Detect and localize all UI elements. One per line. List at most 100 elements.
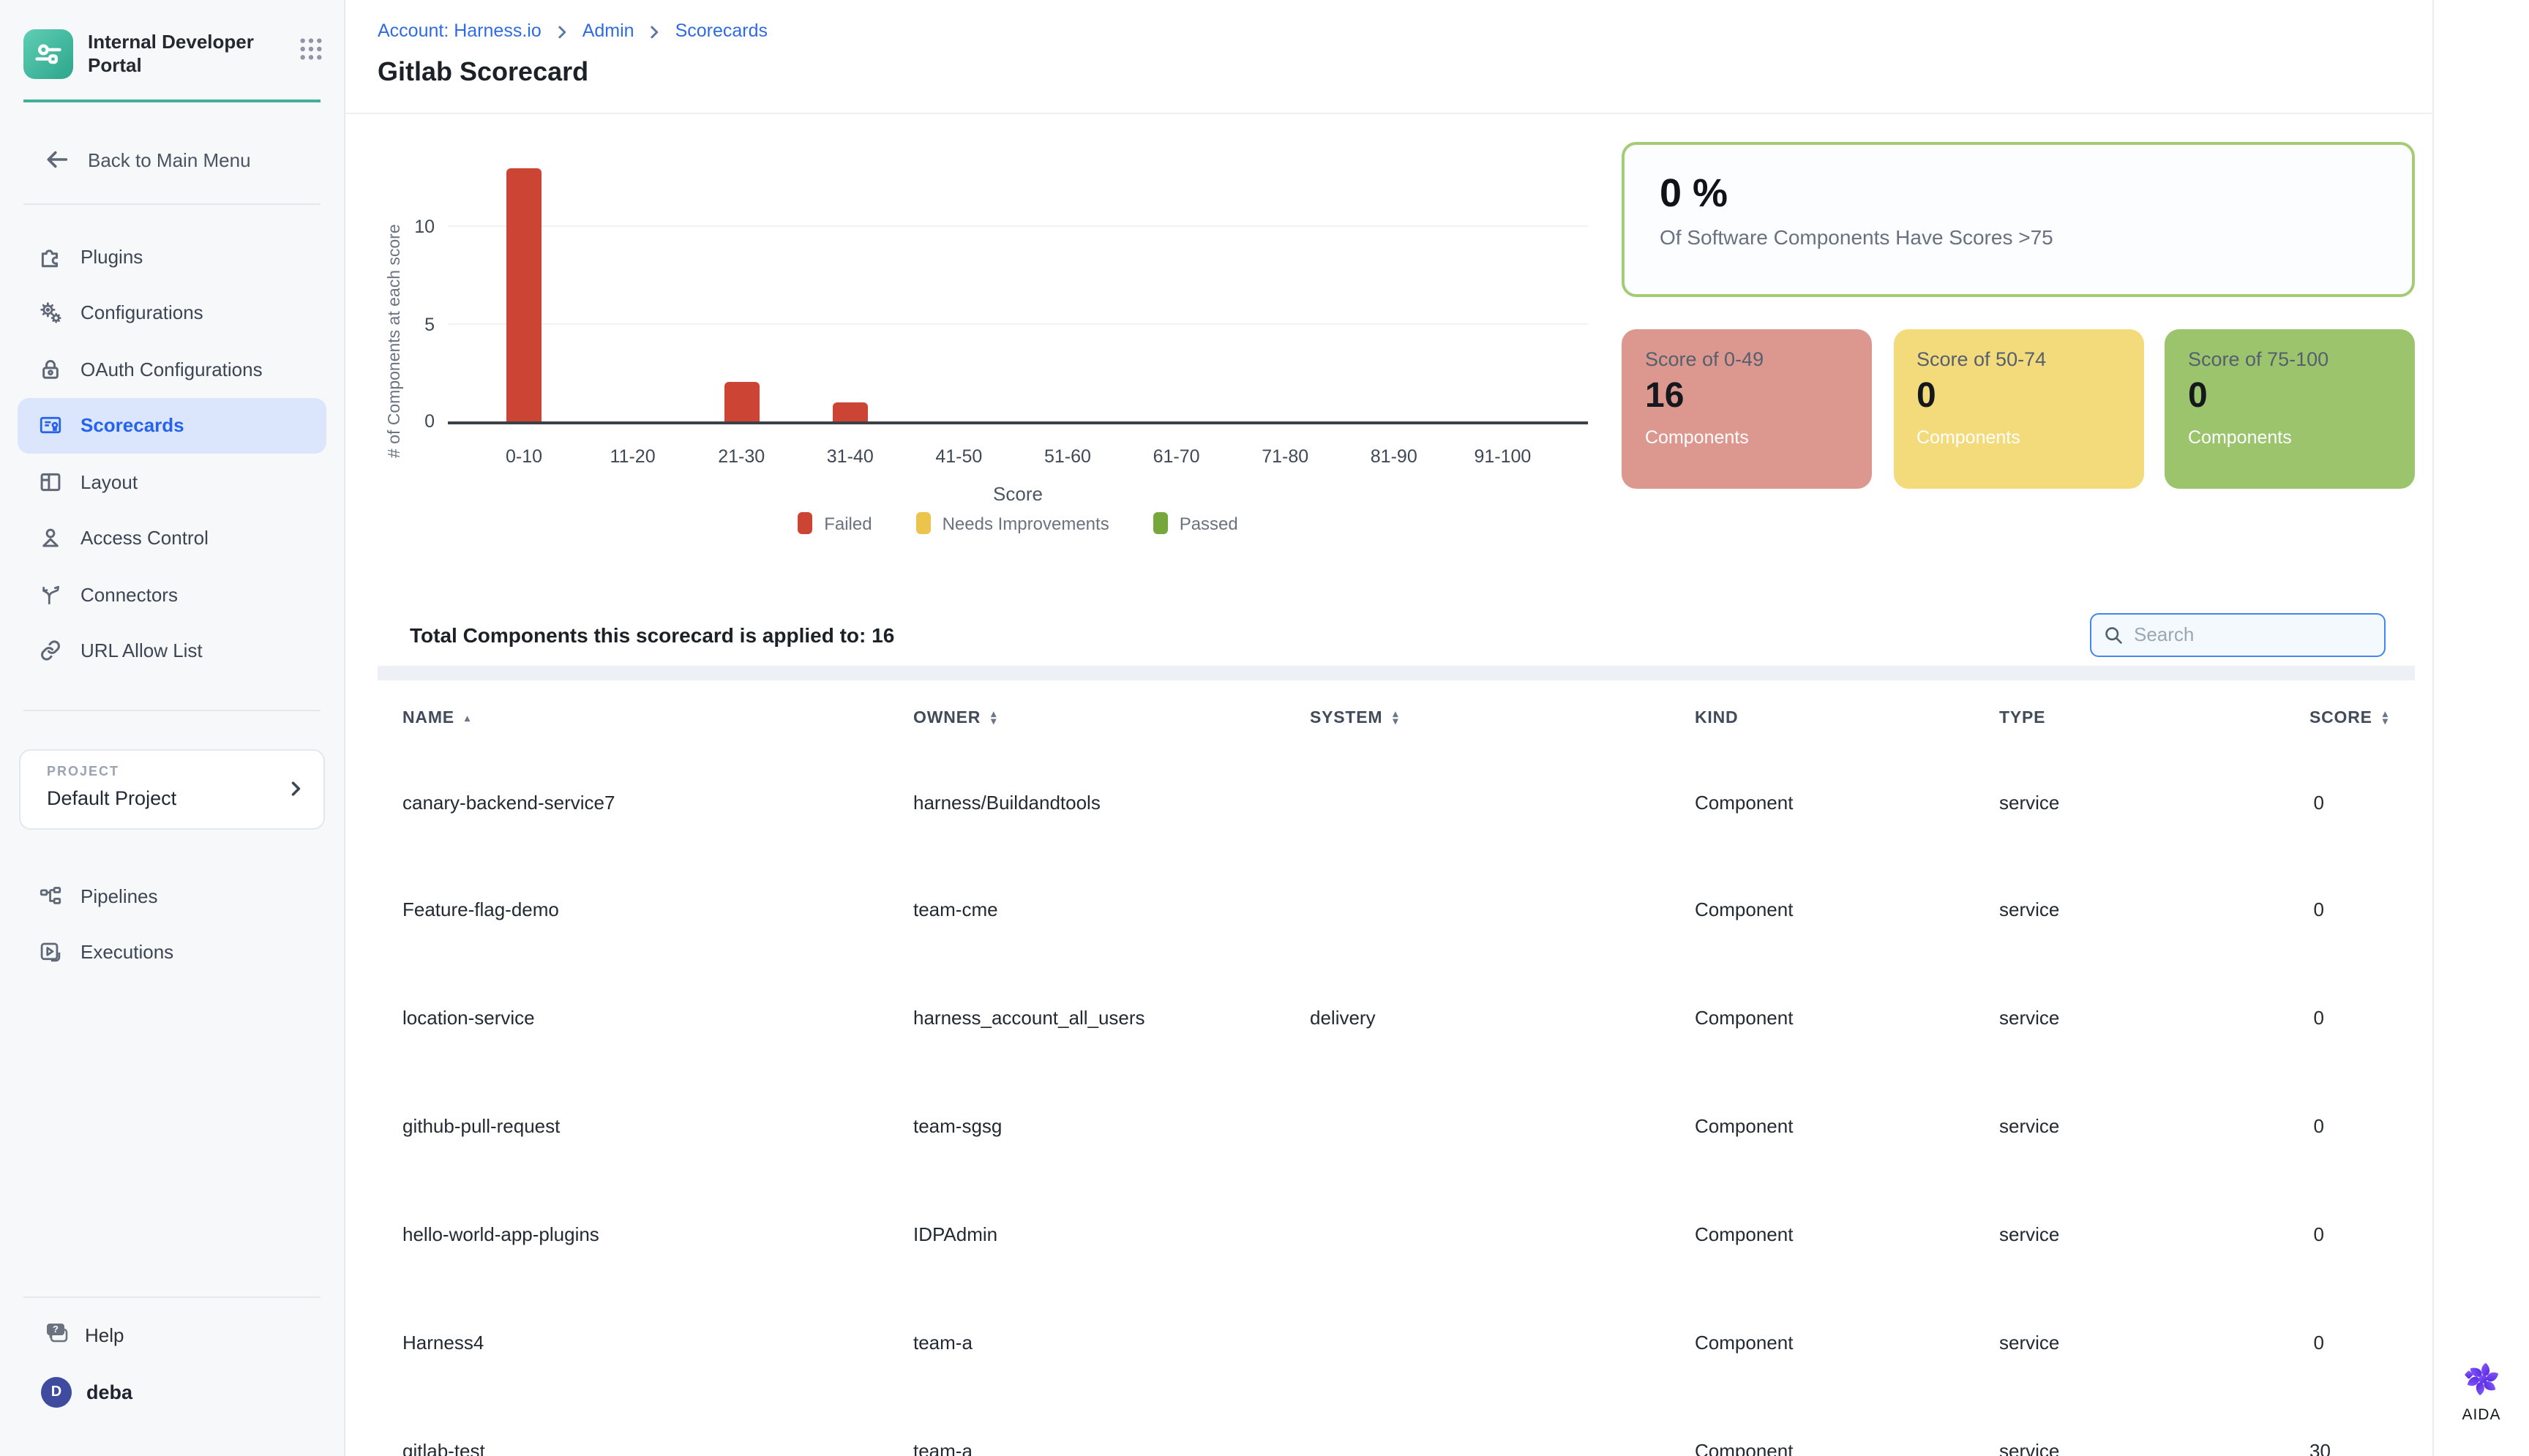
user-menu[interactable]: D deba: [0, 1373, 344, 1411]
cell-type: service: [1999, 1115, 2060, 1137]
apps-grid-icon[interactable]: [299, 37, 323, 61]
legend-label: Failed: [824, 513, 872, 533]
score-range-card: Score of 50-74 0 Components: [1893, 329, 2143, 489]
back-to-main-menu[interactable]: Back to Main Menu: [0, 143, 344, 176]
table-row[interactable]: Feature-flag-demo team-cme Component servic…: [378, 862, 2415, 957]
brand-underline: [23, 100, 321, 102]
chevron-right-icon: [555, 24, 569, 39]
cell-score: 0: [2313, 1115, 2324, 1137]
back-label: Back to Main Menu: [88, 149, 251, 170]
chart-x-tick: 0-10: [505, 446, 543, 467]
sidebar-item-pipelines[interactable]: Pipelines: [18, 868, 326, 924]
lock-icon: [38, 357, 63, 382]
chart-legend: Failed Needs Improvements Passed: [448, 512, 1588, 534]
help-button[interactable]: ? Help: [0, 1317, 344, 1352]
aida-label: AIDA: [2462, 1406, 2501, 1424]
column-header-name[interactable]: NAME ▴: [402, 710, 913, 727]
column-label: KIND: [1695, 710, 1739, 727]
app-logo-icon: [23, 29, 73, 79]
cell-kind: Component: [1695, 792, 1794, 814]
breadcrumb: Account: Harness.io Admin Scorecards: [378, 20, 2432, 41]
cell-type: service: [1999, 1223, 2060, 1245]
column-header-system[interactable]: SYSTEM ▴ ▾: [1310, 710, 1695, 727]
chart-plot-area: 0 5 10: [414, 139, 1588, 432]
project-selector[interactable]: PROJECT Default Project: [19, 749, 325, 830]
sidebar-item-label: URL Allow List: [80, 639, 203, 662]
sidebar-item-label: OAuth Configurations: [80, 358, 263, 380]
percent-subtitle: Of Software Components Have Scores >75: [1660, 225, 2053, 249]
executions-icon: [38, 940, 63, 965]
column-header-type: TYPE: [1999, 710, 2309, 727]
sidebar-item-access-control[interactable]: Access Control: [18, 510, 326, 566]
help-chat-icon: ?: [44, 1321, 70, 1348]
sidebar-item-executions[interactable]: Executions: [18, 924, 326, 980]
legend-swatch: [1153, 512, 1168, 534]
aida-flower-icon: [2459, 1356, 2503, 1400]
score-card-value: 16: [1645, 376, 1685, 416]
sidebar-item-plugins[interactable]: Plugins: [18, 228, 326, 285]
cell-owner: harness/Buildandtools: [913, 792, 1101, 814]
cell-kind: Component: [1695, 1223, 1794, 1245]
column-header-kind: KIND: [1695, 710, 1999, 727]
scorecard-icon: [38, 413, 63, 438]
search-input[interactable]: [2134, 623, 2372, 645]
score-card-label: Score of 50-74: [1917, 348, 2047, 370]
chart-bar: [832, 402, 868, 421]
chart-y-axis-label: # of Components at each score: [386, 224, 404, 458]
components-table: NAME ▴ OWNER ▴ ▾ SYSTEM ▴ ▾ KIND TYPE SCORE ▴ ▾ cana…: [378, 680, 2415, 1456]
sort-both-icon: ▴ ▾: [2382, 710, 2388, 727]
aida-assistant-button[interactable]: AIDA: [2434, 1356, 2529, 1424]
column-header-score[interactable]: SCORE ▴ ▾: [2309, 710, 2431, 727]
chart-y-tick: 0: [424, 411, 435, 432]
score-range-cards: Score of 0-49 16 Components Score of 50-74 0…: [1622, 329, 2415, 489]
score-card-caption: Components: [2188, 427, 2292, 448]
score-card-caption: Components: [1917, 427, 2020, 448]
link-icon: [38, 639, 63, 664]
chart-x-tick: 41-50: [935, 446, 983, 467]
sidebar-item-scorecards[interactable]: Scorecards: [18, 397, 326, 454]
sidebar-item-label: Configurations: [80, 301, 203, 324]
project-name: Default Project: [47, 787, 177, 809]
cell-name: Harness4: [402, 1332, 484, 1354]
cell-name: github-pull-request: [402, 1115, 561, 1137]
chart-x-tick: 31-40: [826, 446, 874, 467]
chart-gridline: [448, 225, 1588, 227]
sidebar-item-oauth-configurations[interactable]: OAuth Configurations: [18, 341, 326, 397]
table-row[interactable]: Harness4 team-a Component service 0: [378, 1295, 2415, 1390]
percent-above-75-card: 0 % Of Software Components Have Scores >…: [1622, 142, 2415, 297]
table-row[interactable]: canary-backend-service7 harness/Buildandt…: [378, 757, 2415, 849]
cell-type: service: [1999, 792, 2060, 814]
connectors-icon: [38, 582, 63, 607]
sidebar-item-layout[interactable]: Layout: [18, 454, 326, 510]
cell-score: 0: [2313, 898, 2324, 920]
breadcrumb-link[interactable]: Admin: [582, 20, 634, 41]
sidebar-item-label: Plugins: [80, 245, 143, 268]
search-icon: [2103, 624, 2124, 645]
project-label: PROJECT: [47, 764, 120, 778]
cell-system: delivery: [1310, 1007, 1376, 1029]
table-row[interactable]: gitlab-test team-a Component service 30: [378, 1403, 2415, 1456]
breadcrumb-link[interactable]: Account: Harness.io: [378, 20, 542, 41]
column-header-owner[interactable]: OWNER ▴ ▾: [913, 710, 1310, 727]
sidebar-item-configurations[interactable]: Configurations: [18, 285, 326, 341]
scorecard-overview: # of Components at each score 0 5 10 0-10 1…: [345, 114, 2432, 603]
legend-label: Needs Improvements: [942, 513, 1109, 533]
chart-bar: [506, 168, 542, 421]
table-row[interactable]: hello-world-app-plugins IDPAdmin Component…: [378, 1187, 2415, 1282]
cell-score: 0: [2313, 1223, 2324, 1245]
sort-asc-icon: ▴: [464, 713, 471, 724]
table-row[interactable]: location-service harness_account_all_user…: [378, 970, 2415, 1065]
table-row[interactable]: github-pull-request team-sgsg Component ser…: [378, 1078, 2415, 1174]
chart-x-tick: 61-70: [1153, 446, 1200, 467]
chart-bar: [724, 382, 760, 421]
sidebar-item-url-allow-list[interactable]: URL Allow List: [18, 623, 326, 679]
sidebar-footer: ? Help D deba: [0, 1296, 344, 1411]
breadcrumb-link[interactable]: Scorecards: [675, 20, 768, 41]
sidebar-item-connectors[interactable]: Connectors: [18, 566, 326, 623]
sidebar-item-label: Access Control: [80, 527, 209, 549]
sort-both-icon: ▴ ▾: [1393, 710, 1399, 727]
table-header-row: NAME ▴ OWNER ▴ ▾ SYSTEM ▴ ▾ KIND TYPE SCORE ▴ ▾: [378, 680, 2415, 757]
chart-x-tick: 11-20: [610, 446, 656, 467]
divider: [23, 203, 321, 205]
